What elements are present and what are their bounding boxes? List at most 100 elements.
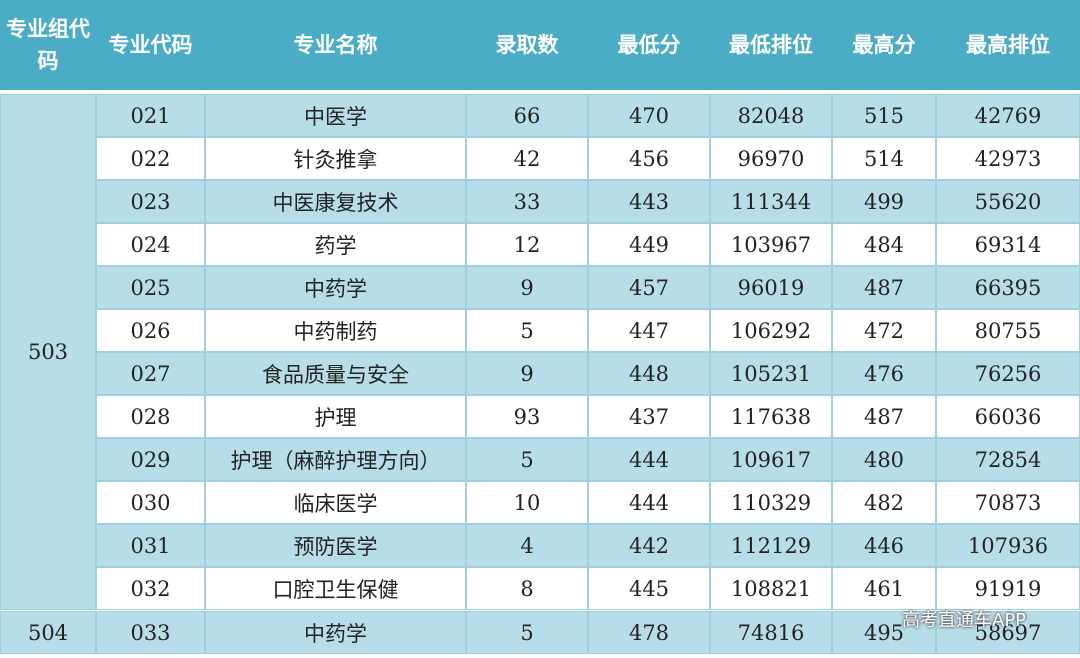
table-cell: 023 [96,180,205,223]
table-cell: 457 [588,266,710,309]
table-cell: 442 [588,524,710,567]
table-cell: 030 [96,481,205,524]
table-cell: 中医康复技术 [205,180,466,223]
table-cell: 472 [832,309,936,352]
table-cell: 111344 [710,180,832,223]
header-cell: 专业名称 [205,0,466,90]
table-cell: 025 [96,266,205,309]
table-cell: 456 [588,137,710,180]
table-cell: 437 [588,395,710,438]
table-cell: 482 [832,481,936,524]
header-cell: 最高排位 [936,0,1080,90]
table-cell: 42769 [936,94,1080,137]
table-cell: 9 [466,352,588,395]
table-cell: 中药制药 [205,309,466,352]
table-cell: 514 [832,137,936,180]
table-cell: 预防医学 [205,524,466,567]
table-cell: 93 [466,395,588,438]
table-cell: 针灸推拿 [205,137,466,180]
table-cell: 447 [588,309,710,352]
header-cell: 录取数 [466,0,588,90]
table-cell: 031 [96,524,205,567]
table-cell: 74816 [710,611,832,654]
table-cell: 82048 [710,94,832,137]
table-cell: 72854 [936,438,1080,481]
table-cell: 021 [96,94,205,137]
table-cell: 55620 [936,180,1080,223]
table-cell: 487 [832,395,936,438]
table-cell: 护理 [205,395,466,438]
watermark: 高考直通车APP [902,610,1027,631]
table-cell: 33 [466,180,588,223]
table-cell: 444 [588,481,710,524]
table-cell: 033 [96,611,205,654]
table-cell: 484 [832,223,936,266]
table-cell: 028 [96,395,205,438]
table-cell: 中药学 [205,266,466,309]
table-cell: 96970 [710,137,832,180]
table-cell: 110329 [710,481,832,524]
table-cell: 117638 [710,395,832,438]
table-cell: 中药学 [205,611,466,654]
table-cell: 109617 [710,438,832,481]
table-cell: 临床医学 [205,481,466,524]
table-cell: 108821 [710,567,832,610]
table-cell: 445 [588,567,710,610]
table-cell: 029 [96,438,205,481]
table-cell: 112129 [710,524,832,567]
table-cell: 106292 [710,309,832,352]
table-cell: 499 [832,180,936,223]
table-cell: 96019 [710,266,832,309]
table-cell: 444 [588,438,710,481]
table-cell: 026 [96,309,205,352]
table-cell: 103967 [710,223,832,266]
table-cell: 480 [832,438,936,481]
table-cell: 470 [588,94,710,137]
table-cell: 76256 [936,352,1080,395]
table-cell: 5 [466,309,588,352]
table-cell: 5 [466,438,588,481]
table-cell: 80755 [936,309,1080,352]
table-cell: 448 [588,352,710,395]
header-cell: 专业组代码 [0,0,96,90]
table-cell: 446 [832,524,936,567]
table-cell: 食品质量与安全 [205,352,466,395]
table-cell: 10 [466,481,588,524]
table-cell: 66 [466,94,588,137]
table-cell: 8 [466,567,588,610]
table-cell: 495 [832,611,936,654]
header-cell: 最低分 [588,0,710,90]
group-cell: 504 [0,611,96,654]
table-cell: 4 [466,524,588,567]
table-cell: 024 [96,223,205,266]
table-cell: 5 [466,611,588,654]
table-cell: 70873 [936,481,1080,524]
table-cell: 032 [96,567,205,610]
group-cell: 503 [0,94,96,610]
table-cell: 药学 [205,223,466,266]
table-cell: 12 [466,223,588,266]
table-cell: 478 [588,611,710,654]
table-cell: 口腔卫生保健 [205,567,466,610]
table-cell: 105231 [710,352,832,395]
table-cell: 487 [832,266,936,309]
table-cell: 476 [832,352,936,395]
table-cell: 42 [466,137,588,180]
table-cell: 66036 [936,395,1080,438]
table-cell: 42973 [936,137,1080,180]
header-cell: 最高分 [832,0,936,90]
table-cell: 443 [588,180,710,223]
table-cell: 449 [588,223,710,266]
table-cell: 022 [96,137,205,180]
table-cell: 66395 [936,266,1080,309]
table-cell: 中医学 [205,94,466,137]
table-cell: 护理（麻醉护理方向） [205,438,466,481]
table-cell: 027 [96,352,205,395]
table-cell: 515 [832,94,936,137]
header-cell: 最低排位 [710,0,832,90]
table-cell: 69314 [936,223,1080,266]
table-cell: 9 [466,266,588,309]
header-cell: 专业代码 [96,0,205,90]
table-cell: 91919 [936,567,1080,610]
